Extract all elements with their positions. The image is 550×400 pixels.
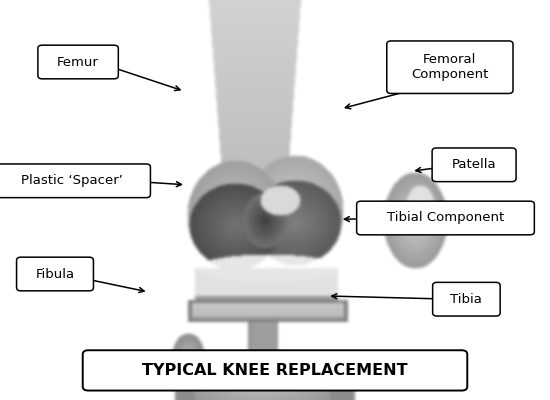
Text: Fibula: Fibula — [35, 268, 75, 280]
Text: Femur: Femur — [57, 56, 99, 68]
FancyBboxPatch shape — [16, 257, 94, 291]
Text: TYPICAL KNEE REPLACEMENT: TYPICAL KNEE REPLACEMENT — [142, 363, 408, 378]
Text: Tibial Component: Tibial Component — [387, 212, 504, 224]
FancyBboxPatch shape — [387, 41, 513, 94]
Text: Plastic ‘Spacer’: Plastic ‘Spacer’ — [20, 174, 123, 187]
FancyBboxPatch shape — [356, 201, 535, 235]
Text: Femoral
Component: Femoral Component — [411, 54, 488, 81]
FancyBboxPatch shape — [0, 164, 151, 198]
FancyBboxPatch shape — [433, 282, 500, 316]
Text: Tibia: Tibia — [450, 293, 482, 306]
FancyBboxPatch shape — [82, 350, 468, 390]
FancyBboxPatch shape — [38, 45, 118, 79]
FancyBboxPatch shape — [432, 148, 516, 182]
Text: Patella: Patella — [452, 158, 497, 171]
